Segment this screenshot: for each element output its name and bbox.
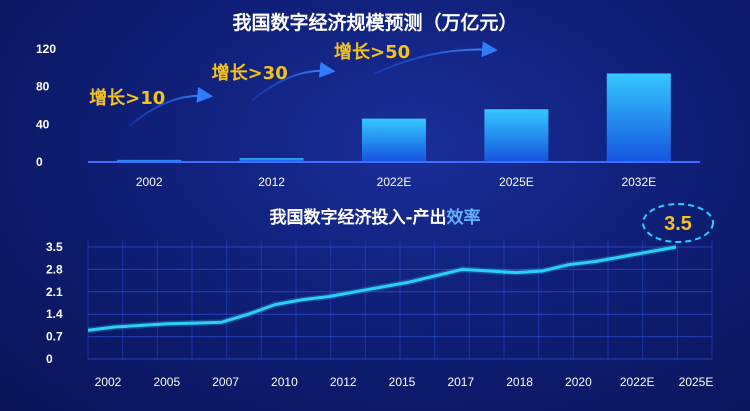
line-x-tick-label: 2002 [95, 375, 122, 389]
line-x-tick-label: 2017 [447, 375, 474, 389]
line-series-glow [87, 244, 677, 334]
bar-y-tick-label: 40 [36, 117, 50, 131]
line-x-tick-label: 2012 [330, 375, 357, 389]
bar-y-tick-label: 0 [36, 155, 43, 169]
bar-x-tick-label: 2022E [377, 175, 412, 189]
bar-y-tick-label: 120 [36, 42, 56, 56]
bar-2025E [484, 109, 549, 161]
line-x-tick-label: 2010 [271, 375, 298, 389]
bar-2002 [117, 159, 182, 161]
line-x-tick-label: 2018 [506, 375, 533, 389]
growth-arrow [128, 86, 214, 127]
line-y-tick-label: 3.5 [46, 240, 63, 254]
bar-2022E [362, 118, 426, 161]
line-y-tick-label: 0 [46, 352, 53, 366]
line-y-tick-label: 2.1 [46, 285, 63, 299]
bar-y-tick-label: 80 [36, 80, 50, 94]
bar-x-tick-label: 2012 [258, 175, 285, 189]
line-chart-title: 我国数字经济投入-产出效率 [0, 203, 750, 228]
bar-x-tick-label: 2032E [621, 175, 656, 189]
line-x-tick-label: 2022E [620, 375, 655, 389]
line-title-highlight: 效率 [446, 208, 481, 228]
line-series [87, 245, 677, 332]
growth-annotation: 增长>30 [212, 62, 288, 84]
bar-2032E [606, 73, 671, 161]
line-y-tick-label: 1.4 [46, 307, 63, 321]
growth-annotation: 增长>10 [89, 87, 165, 109]
bar-chart: 0 40 80 120 2002 2012 2022E 2025E 2032E 增长>10 增长>3… [36, 41, 700, 189]
growth-arrow [250, 61, 336, 102]
endpoint-ellipse [642, 203, 714, 243]
line-x-tick-label: 2020 [565, 375, 592, 389]
bar-x-tick-label: 2025E [499, 175, 534, 189]
line-y-tick-label: 0.7 [46, 330, 63, 344]
growth-arrow [373, 41, 498, 75]
line-x-tick-label: 2025E [679, 375, 714, 389]
bar-2012 [239, 158, 304, 161]
line-title-main: 我国数字经济投入-产出 [269, 208, 447, 228]
endpoint-label: 3.5 [664, 213, 692, 235]
bar-x-tick-label: 2002 [136, 175, 163, 189]
line-x-tick-label: 2007 [212, 375, 239, 389]
line-y-tick-label: 2.8 [46, 262, 63, 276]
bar-chart-title: 我国数字经济规模预测（万亿元） [232, 12, 518, 34]
growth-annotation: 增长>50 [334, 41, 410, 63]
line-x-tick-label: 2005 [153, 375, 180, 389]
line-chart: 0 0.7 1.4 2.1 2.8 3.5 2002 2005 2007 2010 2012 2015… [46, 203, 714, 389]
line-x-tick-label: 2015 [389, 375, 416, 389]
